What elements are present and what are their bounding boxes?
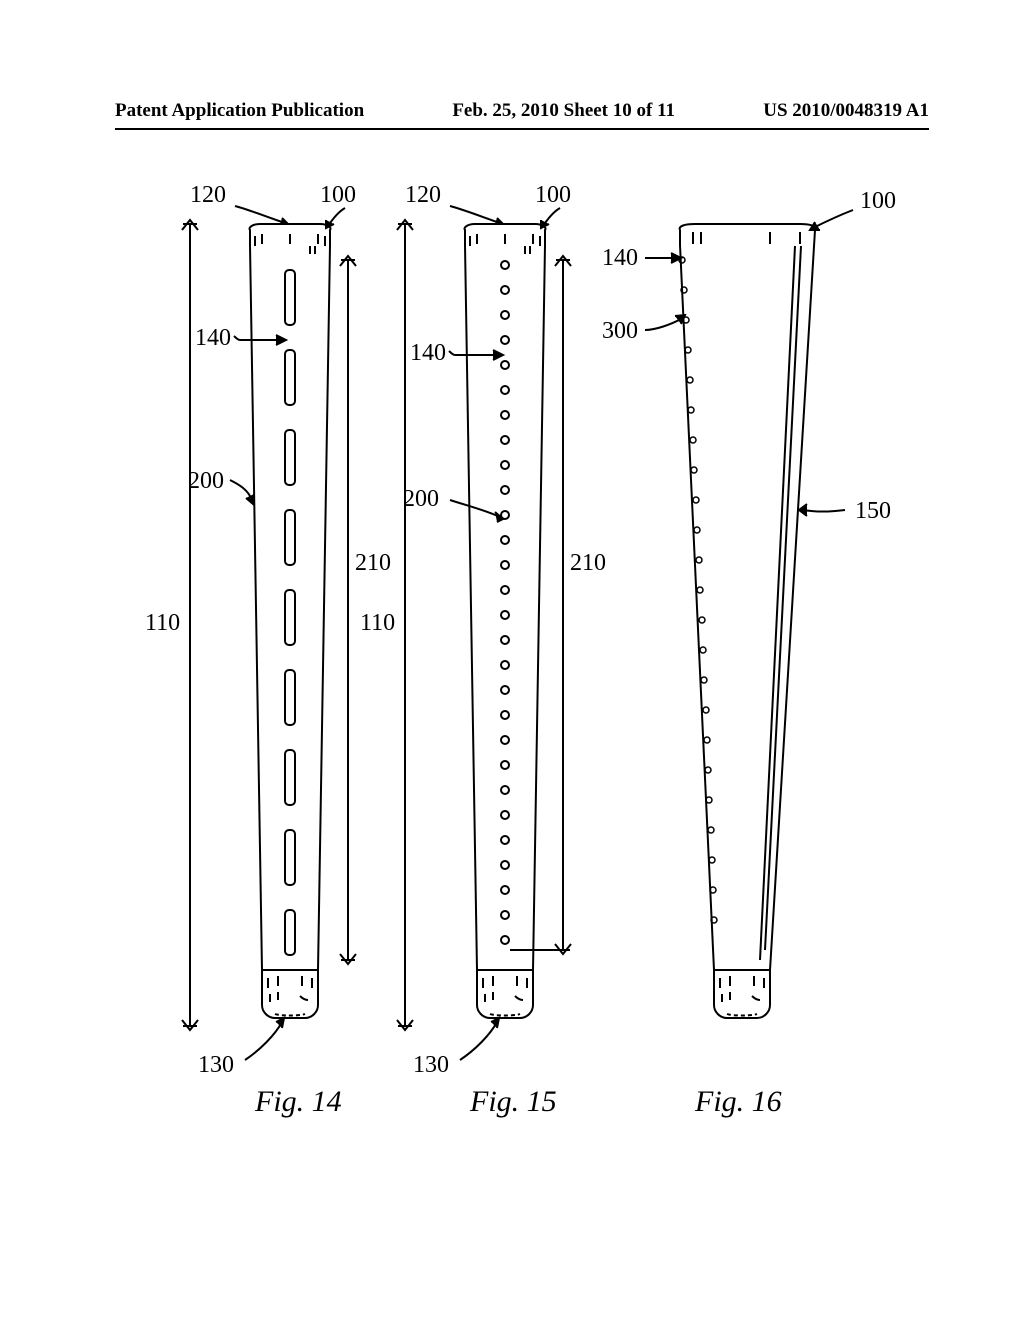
fig15-ref-100: 100 — [535, 182, 571, 209]
fig14-ref-130: 130 — [198, 1052, 234, 1079]
fig15-caption: Fig. 15 — [470, 1085, 557, 1119]
fig16-ref-300: 300 — [602, 318, 638, 345]
fig16-ref-150: 150 — [855, 498, 891, 525]
fig15-ref-130: 130 — [413, 1052, 449, 1079]
fig16-ref-100: 100 — [860, 188, 896, 215]
fig16-group — [645, 210, 853, 1018]
fig15-ref-200: 200 — [403, 486, 439, 513]
fig14-ref-100: 100 — [320, 182, 356, 209]
header-left: Patent Application Publication — [115, 100, 364, 122]
fig15-ref-140: 140 — [410, 340, 446, 367]
fig14-ref-120: 120 — [190, 182, 226, 209]
fig15-ref-110: 110 — [360, 610, 395, 637]
fig16-ref-140: 140 — [602, 245, 638, 272]
fig15-group — [397, 206, 571, 1060]
patent-figures-svg — [160, 190, 880, 1190]
fig14-caption: Fig. 14 — [255, 1085, 342, 1119]
fig15-ref-120: 120 — [405, 182, 441, 209]
fig16-caption: Fig. 16 — [695, 1085, 782, 1119]
fig14-ref-140: 140 — [195, 325, 231, 352]
page-header: Patent Application Publication Feb. 25, … — [115, 100, 929, 130]
header-right: US 2010/0048319 A1 — [763, 100, 929, 122]
header-center: Feb. 25, 2010 Sheet 10 of 11 — [452, 100, 675, 122]
fig14-ref-110: 110 — [145, 610, 180, 637]
fig15-ref-210: 210 — [570, 550, 606, 577]
figure-area: 120 100 140 200 210 110 130 Fig. 14 120 … — [160, 190, 880, 1190]
fig14-ref-200: 200 — [188, 468, 224, 495]
fig14-ref-210: 210 — [355, 550, 391, 577]
